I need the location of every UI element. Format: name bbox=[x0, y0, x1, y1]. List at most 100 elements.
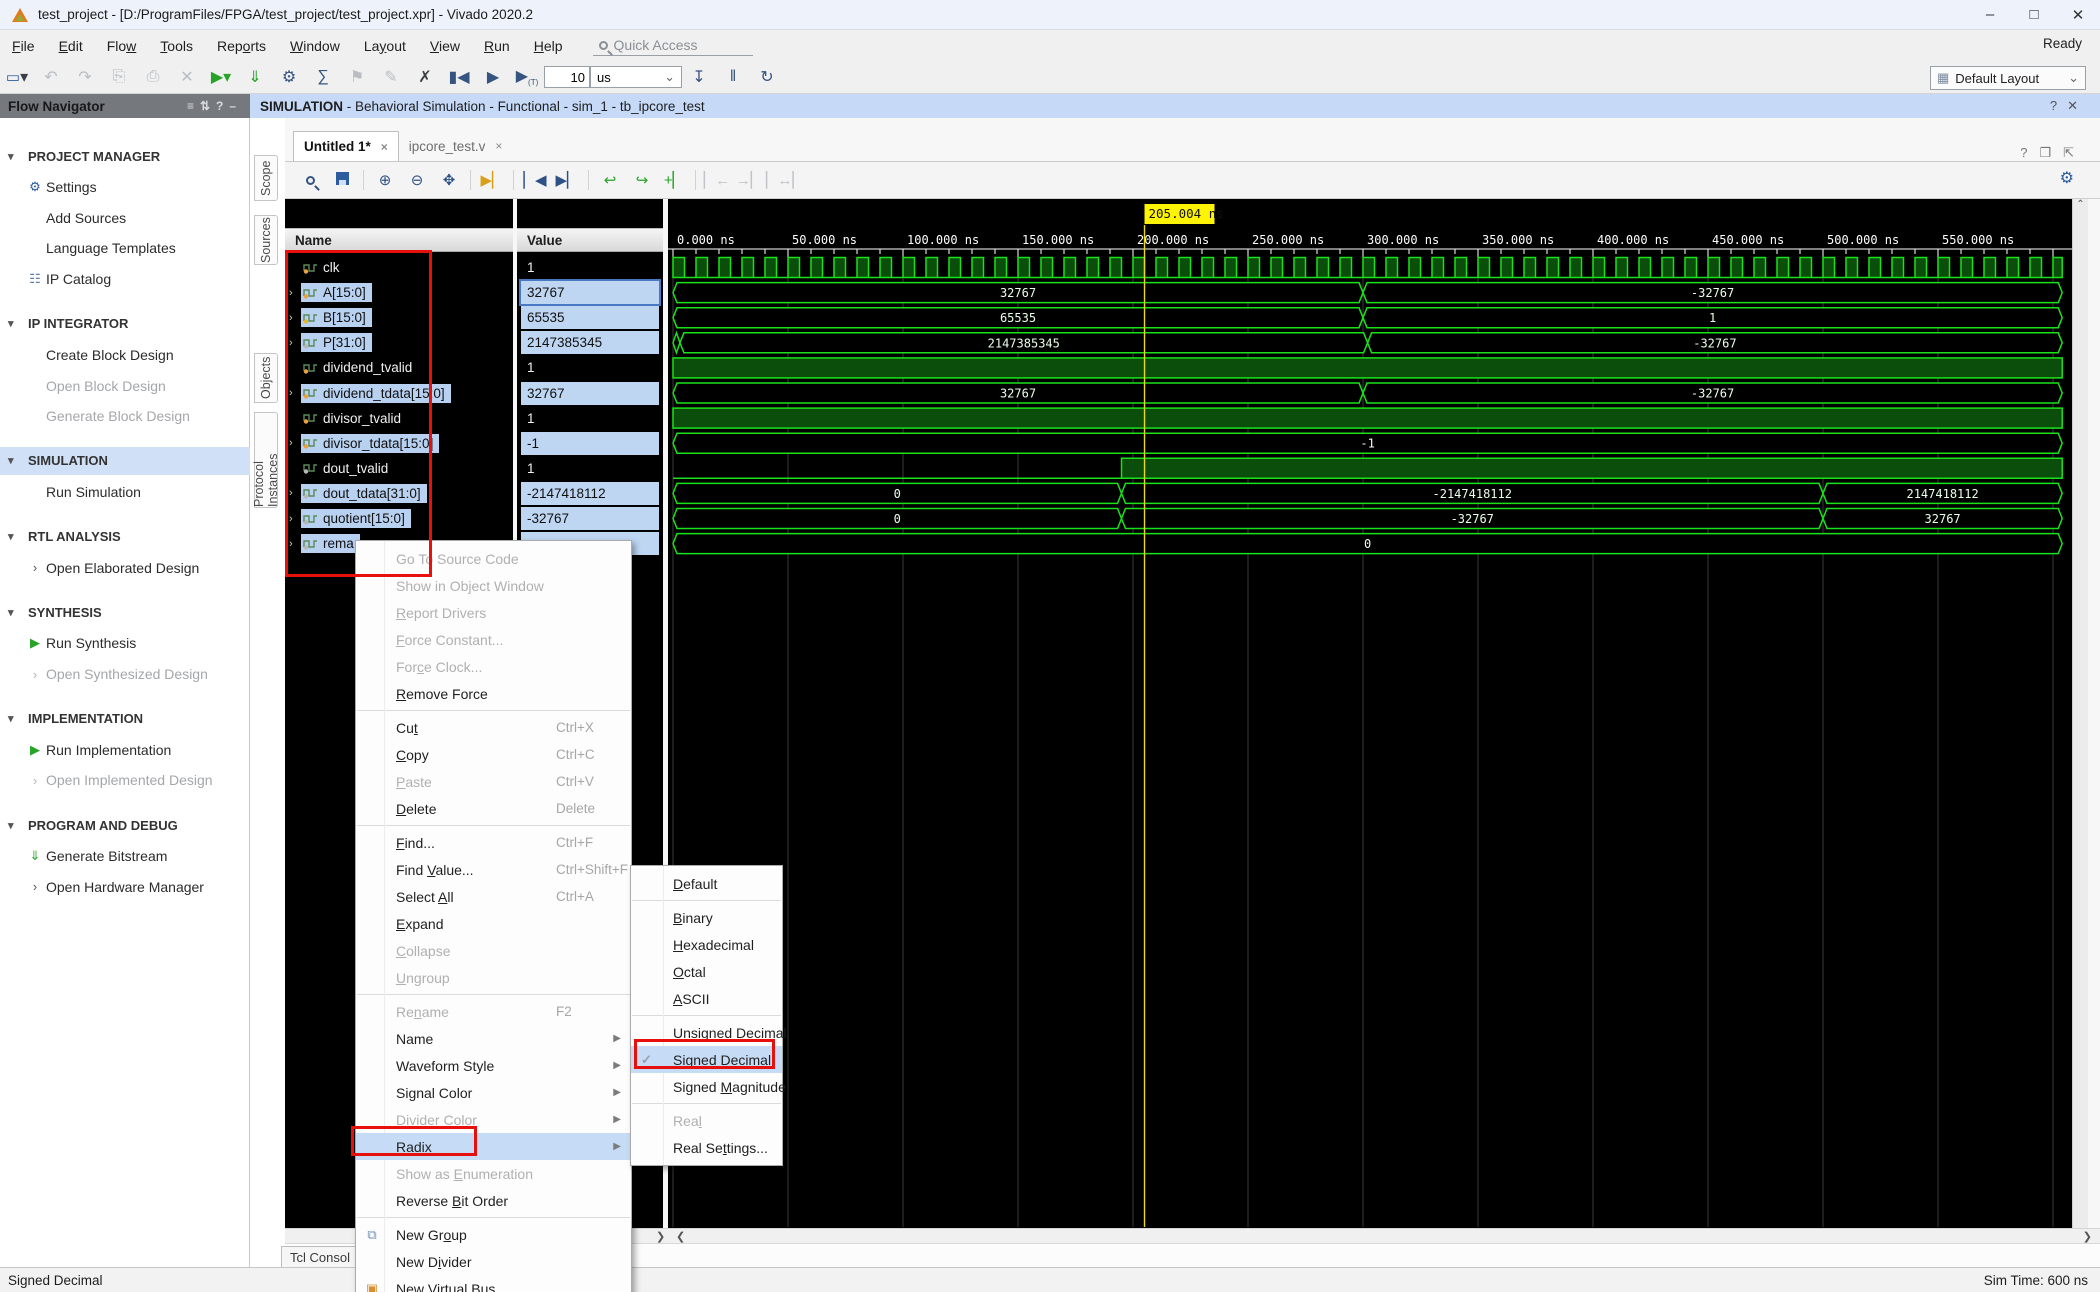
run-icon[interactable]: ▶▾ bbox=[210, 69, 232, 86]
menubar-item-layout[interactable]: Layout bbox=[363, 37, 406, 54]
flow-section-synthesis[interactable]: ▾ SYNTHESIS bbox=[0, 598, 250, 626]
expand-chevron-icon[interactable]: › bbox=[289, 286, 293, 299]
signal-value-4[interactable]: 1 bbox=[521, 356, 659, 379]
run-all-icon[interactable]: ▶ bbox=[486, 69, 500, 86]
menubar-item-run[interactable]: Run bbox=[484, 37, 510, 54]
pause-icon[interactable]: ‖ bbox=[729, 68, 737, 85]
flow-item-language-templates[interactable]: Language Templates bbox=[0, 234, 250, 262]
add-marker-icon[interactable]: +▏ bbox=[663, 172, 685, 189]
pane-float-icon[interactable]: ❐ bbox=[2039, 145, 2064, 160]
report-sum-icon[interactable]: ∑ bbox=[317, 68, 329, 85]
flow-item-generate-block-design[interactable]: Generate Block Design bbox=[0, 402, 250, 430]
menu-item-radix[interactable]: Radix ▶ bbox=[356, 1133, 631, 1160]
scroll-right-icon[interactable]: ❯ bbox=[656, 1231, 666, 1243]
menu-item-signed-decimal[interactable]: ✓ Signed Decimal bbox=[631, 1046, 782, 1073]
flow-section-rtl-analysis[interactable]: ▾ RTL ANALYSIS bbox=[0, 523, 250, 551]
expand-chevron-icon[interactable]: › bbox=[289, 336, 293, 349]
value-column-header[interactable]: Value bbox=[517, 228, 663, 252]
step-icon[interactable]: ↧ bbox=[692, 69, 706, 86]
menu-item-remove-force[interactable]: Remove Force bbox=[356, 680, 631, 707]
side-tab-sources[interactable]: Sources bbox=[254, 215, 278, 265]
menu-item-copy[interactable]: Copy Ctrl+C bbox=[356, 741, 631, 768]
restart-icon[interactable]: ▮◀ bbox=[448, 69, 470, 86]
waveform-vertical-scrollbar[interactable]: ⌃ bbox=[2072, 199, 2088, 1228]
flow-section-simulation[interactable]: ▾ SIMULATION bbox=[0, 446, 250, 475]
run-time-input[interactable] bbox=[544, 66, 590, 88]
flow-item-open-synthesized-design[interactable]: › Open Synthesized Design bbox=[0, 660, 250, 688]
menubar-item-edit[interactable]: Edit bbox=[58, 37, 83, 54]
signal-row-clk[interactable]: clk bbox=[285, 255, 513, 280]
signal-row-rema[interactable]: › rema bbox=[285, 531, 513, 556]
menu-item-find-[interactable]: Find... Ctrl+F bbox=[356, 829, 631, 856]
menu-item-signal-color[interactable]: Signal Color ▶ bbox=[356, 1079, 631, 1106]
signal-value-10[interactable]: -32767 bbox=[521, 507, 659, 530]
signal-value-2[interactable]: 65535 bbox=[521, 306, 659, 330]
menu-item-find-value-[interactable]: Find Value... Ctrl+Shift+F bbox=[356, 856, 631, 883]
signal-row-quotient-15-0-[interactable]: › quotient[15:0] bbox=[285, 506, 513, 531]
signal-value-1[interactable]: 32767 bbox=[519, 279, 661, 307]
menubar-item-file[interactable]: File bbox=[12, 37, 35, 54]
signal-row-p-31-0-[interactable]: › P[31:0] bbox=[285, 330, 513, 355]
close-tab-icon[interactable]: × bbox=[380, 139, 388, 154]
pane-help-icon[interactable]: ? bbox=[2049, 98, 2068, 113]
menu-item-binary[interactable]: Binary bbox=[631, 904, 782, 931]
expand-chevron-icon[interactable]: › bbox=[289, 387, 293, 399]
menu-item-octal[interactable]: Octal bbox=[631, 958, 782, 985]
editor-tab-ipcore-test-v[interactable]: ipcore_test.v × bbox=[399, 131, 513, 161]
signal-value-0[interactable]: 1 bbox=[521, 256, 659, 279]
pane-help2-icon[interactable]: ? bbox=[2020, 145, 2040, 160]
generate-bitstream-icon[interactable]: ⇓ bbox=[248, 69, 262, 86]
menu-item-default[interactable]: Default bbox=[631, 870, 782, 897]
flow-item-ip-catalog[interactable]: ☷ IP Catalog bbox=[0, 265, 250, 293]
clear-icon[interactable]: ✎ bbox=[384, 69, 398, 86]
close-tab-icon[interactable]: × bbox=[495, 139, 503, 153]
menubar-item-view[interactable]: View bbox=[429, 37, 460, 54]
layout-selector[interactable]: ▦ Default Layout ⌄ bbox=[1930, 66, 2086, 90]
scroll-expand-icon[interactable]: ❯ bbox=[2082, 1231, 2092, 1243]
run-for-time-icon[interactable]: ▶(T) bbox=[515, 68, 539, 88]
waveform-canvas[interactable]: 0.000 ns 50.000 ns 100.000 ns 150.000 ns 200… bbox=[668, 199, 2072, 1228]
expand-chevron-icon[interactable]: › bbox=[289, 437, 293, 450]
goto-cursor-icon[interactable]: ▶▏ bbox=[480, 172, 504, 189]
flow-item-open-hardware-manager[interactable]: › Open Hardware Manager bbox=[0, 873, 250, 901]
menubar-item-flow[interactable]: Flow bbox=[106, 37, 137, 54]
fit-selection-icon[interactable]: ▏↔▏ bbox=[766, 172, 805, 189]
name-column-header[interactable]: Name bbox=[285, 228, 513, 252]
maximize-button[interactable]: □ bbox=[2029, 5, 2039, 23]
save-waveform-icon[interactable] bbox=[327, 171, 357, 189]
flow-navigator-header-icons[interactable]: ≡⇅?– bbox=[186, 99, 242, 113]
signal-row-dout-tvalid[interactable]: dout_tvalid bbox=[285, 456, 513, 481]
waveform-settings-gear-icon[interactable]: ⚙ bbox=[2059, 170, 2074, 187]
signal-row-b-15-0-[interactable]: › B[15:0] bbox=[285, 305, 513, 330]
flow-item-open-block-design[interactable]: Open Block Design bbox=[0, 372, 250, 400]
signal-value-8[interactable]: 1 bbox=[521, 457, 659, 480]
menu-item-waveform-style[interactable]: Waveform Style ▶ bbox=[356, 1052, 631, 1079]
settings-gear-icon[interactable]: ⚙ bbox=[281, 69, 297, 86]
horizontal-scroll-strip[interactable]: ❯ ❮ ❯ bbox=[285, 1228, 2100, 1243]
menubar-item-reports[interactable]: Reports bbox=[216, 37, 267, 54]
menubar-item-tools[interactable]: Tools bbox=[160, 37, 193, 54]
flow-item-add-sources[interactable]: Add Sources bbox=[0, 204, 250, 232]
signal-row-divisor-tvalid[interactable]: divisor_tvalid bbox=[285, 406, 513, 431]
open-project-icon[interactable]: ▭▾ bbox=[5, 69, 29, 86]
zoom-in-icon[interactable]: ⊕ bbox=[378, 172, 392, 189]
next-transition-icon[interactable]: ↪ bbox=[635, 172, 649, 189]
side-tab-protocol-instances[interactable]: Protocol Instances bbox=[252, 412, 280, 508]
signal-value-7[interactable]: -1 bbox=[521, 431, 659, 455]
menu-item-name[interactable]: Name ▶ bbox=[356, 1025, 631, 1052]
menu-item-real-settings-[interactable]: Real Settings... bbox=[631, 1134, 782, 1161]
menu-item-reverse-bit-order[interactable]: Reverse Bit Order bbox=[356, 1187, 631, 1214]
flow-item-generate-bitstream[interactable]: ⇓ Generate Bitstream bbox=[0, 842, 250, 870]
flow-section-project-manager[interactable]: ▾ PROJECT MANAGER bbox=[0, 142, 250, 170]
copy-icon[interactable]: ⎘ bbox=[112, 68, 126, 85]
menu-item-hexadecimal[interactable]: Hexadecimal bbox=[631, 931, 782, 958]
menubar-item-help[interactable]: Help bbox=[533, 37, 563, 54]
flow-item-settings[interactable]: ⚙ Settings bbox=[0, 173, 250, 201]
menu-item-signed-magnitude[interactable]: Signed Magnitude bbox=[631, 1073, 786, 1100]
flow-item-open-elaborated-design[interactable]: › Open Elaborated Design bbox=[0, 554, 250, 582]
prev-transition-icon[interactable]: ↩ bbox=[603, 172, 617, 189]
side-tab-scope[interactable]: Scope bbox=[254, 155, 278, 201]
expand-chevron-icon[interactable]: › bbox=[289, 537, 293, 550]
goto-start-icon[interactable]: ▏◀ bbox=[523, 172, 547, 189]
menu-item-new-group[interactable]: ⧉ New Group bbox=[356, 1221, 631, 1248]
